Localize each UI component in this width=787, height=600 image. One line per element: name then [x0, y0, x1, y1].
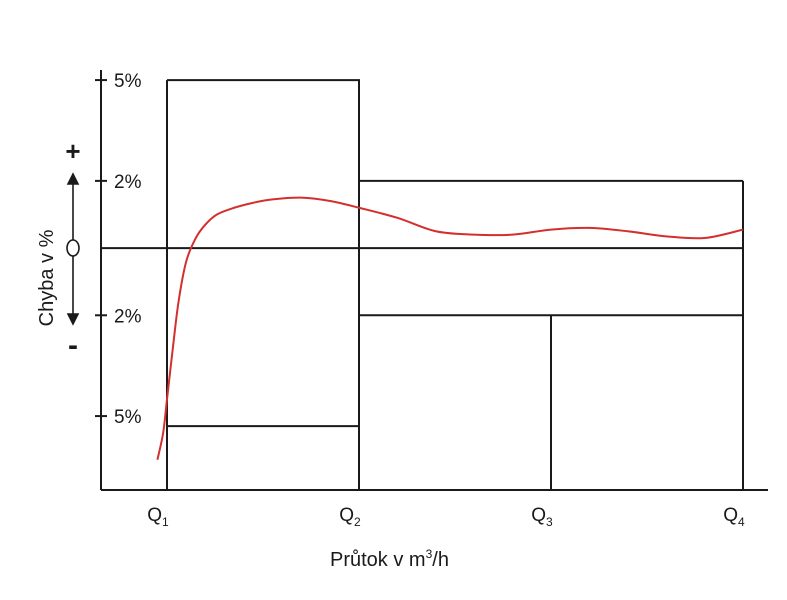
error-curve	[156, 196, 744, 460]
x-tick-subscript: 2	[354, 515, 361, 529]
tick-layer: 5%2%2%5%Q1 Q2 Q3 Q4	[95, 71, 745, 529]
positive-sign: +	[65, 136, 80, 166]
x-tick-label: Q4	[723, 505, 745, 529]
x-tick-label: Q1	[147, 505, 169, 529]
y-tick-label: 5%	[114, 407, 142, 428]
x-tick-label: Q2	[339, 505, 361, 529]
y-tick-label: 2%	[114, 172, 142, 193]
x-axis-title: Průtok v m3/h	[330, 547, 449, 571]
down-arrow-head	[66, 313, 80, 326]
x-tick-base: Q	[339, 505, 354, 526]
x-tick-base: Q	[723, 505, 738, 526]
curve-layer	[156, 196, 744, 460]
negative-sign: -	[68, 329, 78, 362]
x-tick-subscript: 3	[546, 515, 553, 529]
x-tick-subscript: 1	[162, 515, 169, 529]
upper-error-limit	[167, 79, 743, 182]
y-tick-label: 5%	[114, 71, 142, 92]
x-tick-base: Q	[531, 505, 546, 526]
y-axis-title: Chyba v %	[36, 229, 58, 326]
y-tick-label: 2%	[114, 306, 142, 327]
x-tick-subscript: 4	[738, 515, 745, 529]
lower-error-limit	[167, 314, 743, 428]
direction-indicator	[66, 172, 80, 326]
zero-circle-icon	[66, 239, 80, 257]
limit-layer	[167, 79, 743, 428]
x-tick-label: Q3	[531, 505, 553, 529]
up-arrow-head	[66, 172, 80, 185]
x-tick-base: Q	[147, 505, 162, 526]
